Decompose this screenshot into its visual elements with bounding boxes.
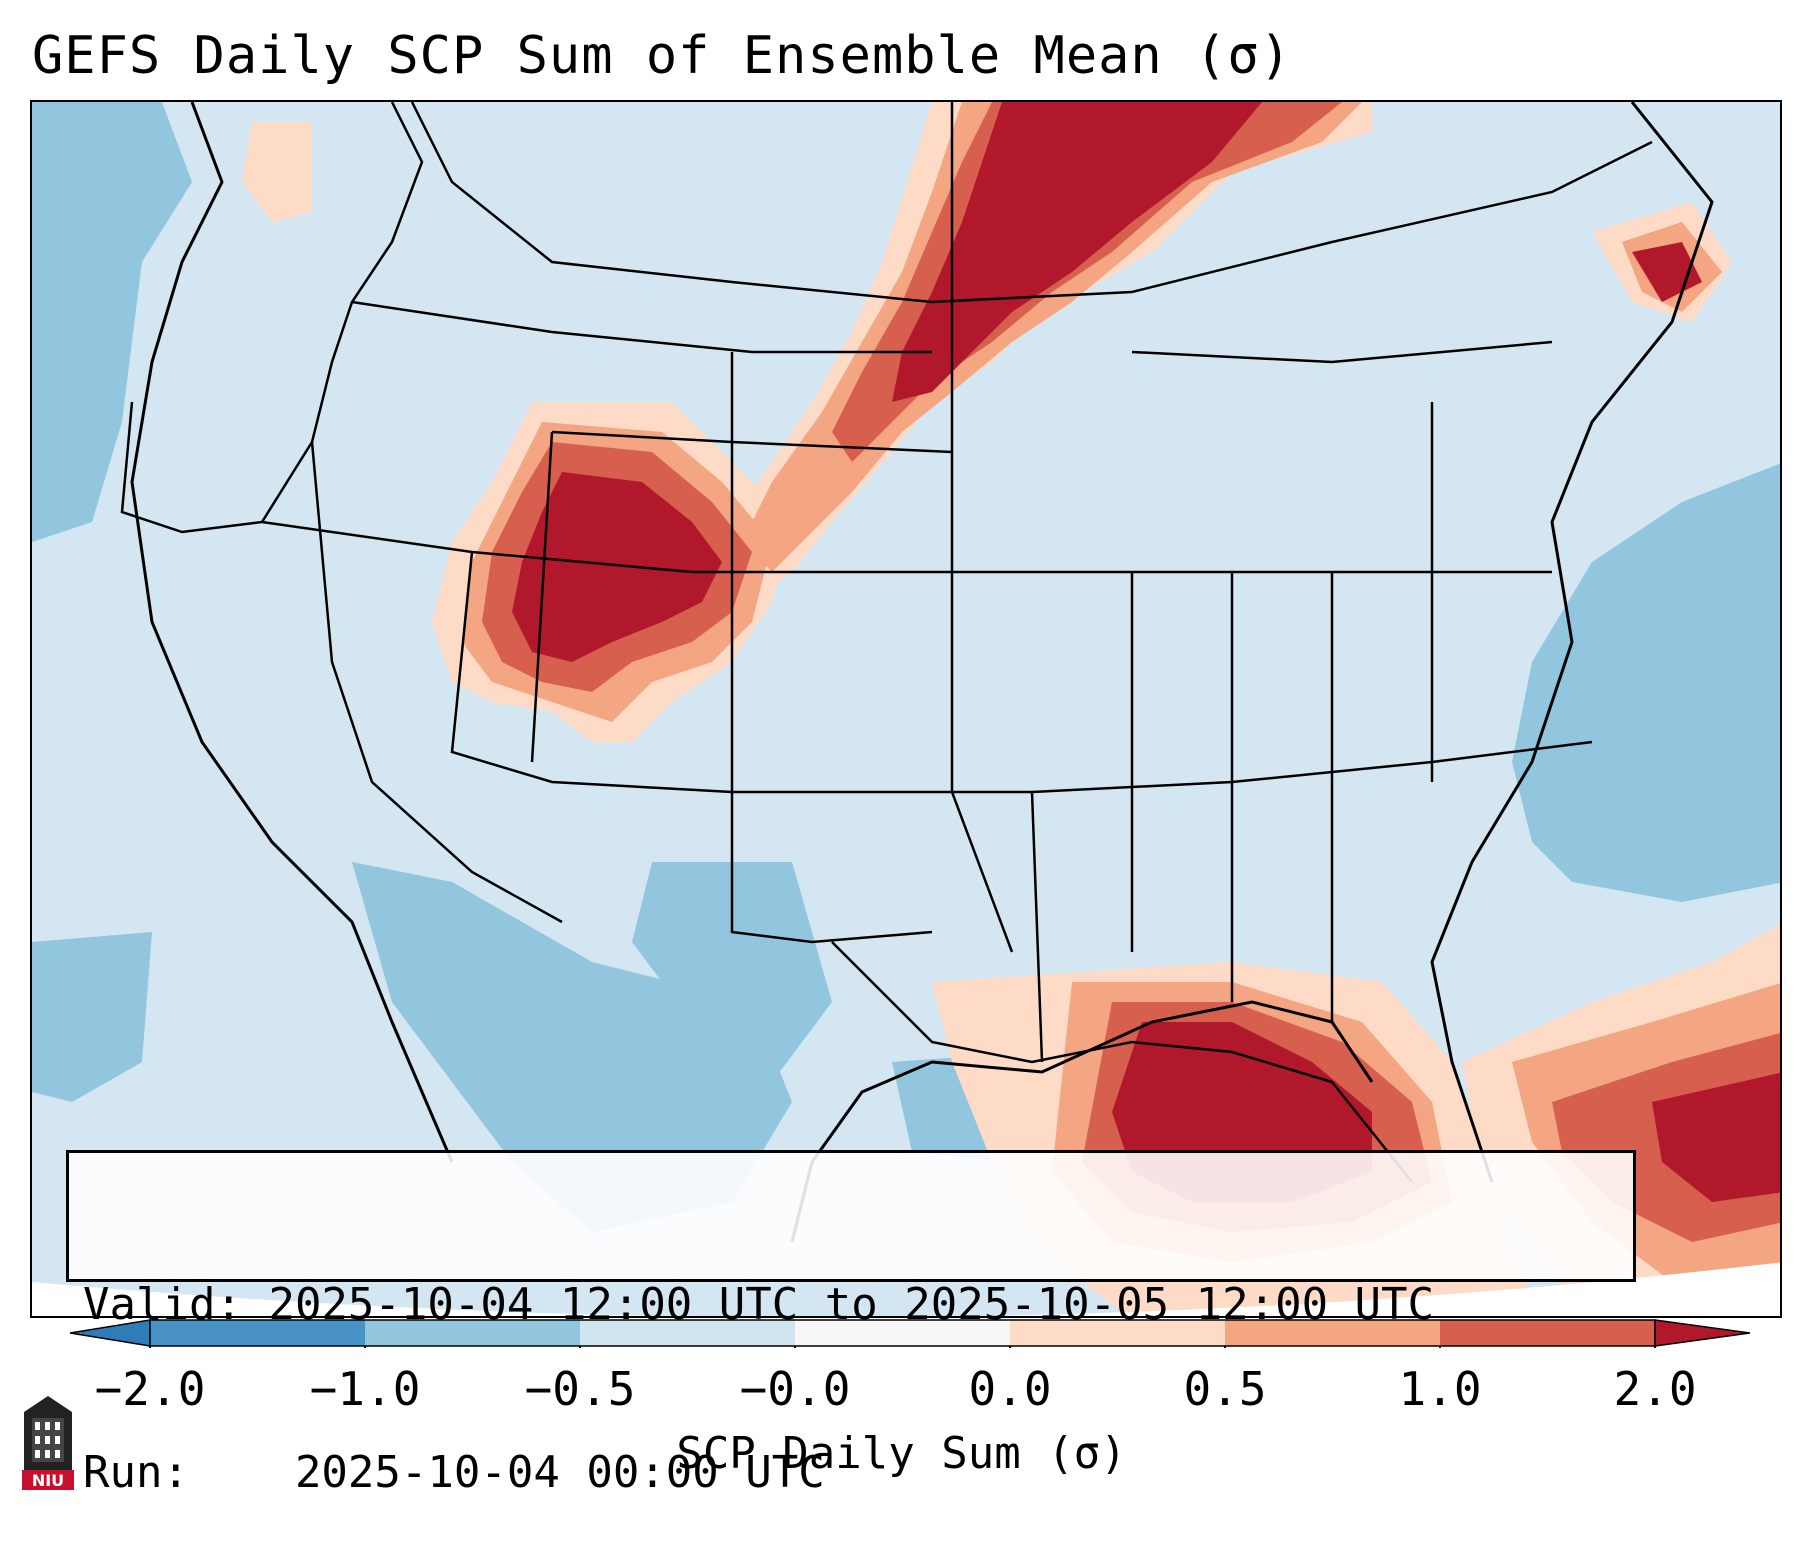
colorbar-bin-3 bbox=[580, 1320, 795, 1346]
colorbar-tick-label: −1.0 bbox=[309, 1362, 421, 1416]
colorbar-tick-label: −0.5 bbox=[524, 1362, 636, 1416]
rockies-positive-vstrong bbox=[512, 472, 722, 662]
colorbar-bin-7 bbox=[1440, 1320, 1655, 1346]
colorbar bbox=[70, 1319, 1750, 1348]
plains-positive-strong bbox=[832, 102, 1342, 462]
pacific-south-negative-region bbox=[32, 932, 152, 1102]
projection-edge bbox=[32, 1262, 1780, 1316]
colorbar-bin-5 bbox=[1010, 1320, 1225, 1346]
colorbar-tick-label: 2.0 bbox=[1613, 1362, 1697, 1416]
pacific-negative-region bbox=[32, 102, 192, 542]
state-boundaries bbox=[120, 102, 1653, 1183]
colorbar-extend-low bbox=[70, 1319, 151, 1347]
map-canvas bbox=[32, 102, 1780, 1316]
colorbar-bin-6 bbox=[1225, 1320, 1440, 1346]
run-label: Run: bbox=[83, 1447, 189, 1498]
colorbar-tick-label: −2.0 bbox=[94, 1362, 206, 1416]
mexico-negative-region bbox=[352, 862, 792, 1232]
colorbar-tick-label: 1.0 bbox=[1398, 1362, 1482, 1416]
niu-logo-icon: NIU bbox=[22, 1396, 74, 1490]
colorbar-bin-4 bbox=[795, 1320, 1010, 1346]
run-value: 2025-10-04 00:00 UTC bbox=[294, 1447, 825, 1498]
colorbar-title: SCP Daily Sum (σ) bbox=[676, 1428, 1127, 1479]
atlantic-negative-region bbox=[1512, 463, 1780, 902]
svg-text:NIU: NIU bbox=[32, 1471, 64, 1490]
colorbar-tick-label: 0.5 bbox=[1183, 1362, 1267, 1416]
map-panel bbox=[30, 100, 1782, 1318]
colorbar-tick-label: −0.0 bbox=[739, 1362, 851, 1416]
atlantic-positive-vstrong bbox=[1652, 1072, 1780, 1202]
colorbar-extend-high bbox=[1654, 1319, 1750, 1347]
valid-run-info-box: Valid: 2025-10-04 12:00 UTC to 2025-10-0… bbox=[66, 1150, 1636, 1498]
plains-positive-vstrong bbox=[892, 102, 1262, 402]
colorbar-outline bbox=[149, 1319, 1656, 1347]
washington-positive-light bbox=[242, 122, 312, 222]
colorbar-bin-2 bbox=[365, 1320, 580, 1346]
chart-title: GEFS Daily SCP Sum of Ensemble Mean (σ) bbox=[32, 26, 1292, 86]
colorbar-bin-1 bbox=[150, 1320, 365, 1346]
texas-negative-region bbox=[632, 862, 832, 1082]
colorbar-tick-label: 0.0 bbox=[968, 1362, 1052, 1416]
run-row: Run: 2025-10-04 00:00 UTC bbox=[83, 1445, 1619, 1501]
coastlines bbox=[130, 102, 1714, 1243]
